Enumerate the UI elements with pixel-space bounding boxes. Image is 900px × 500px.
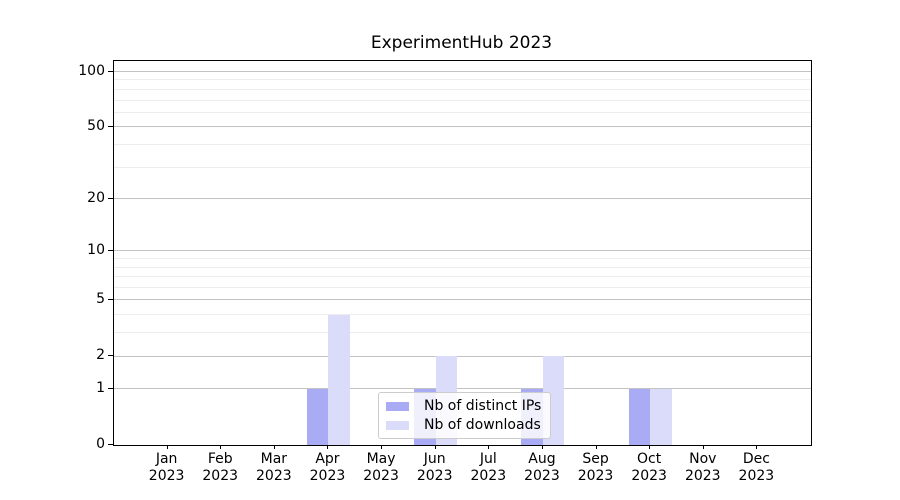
y-tick-label: 100 <box>78 62 105 79</box>
y-tick-label: 1 <box>96 379 105 396</box>
y-tick-mark <box>108 197 113 199</box>
y-tick-mark <box>108 70 113 72</box>
gridline-major <box>114 71 811 72</box>
gridline-minor <box>114 266 811 268</box>
x-tick-mark <box>166 445 168 449</box>
x-tick-label: Dec 2023 <box>738 451 775 484</box>
x-tick-label: Sep 2023 <box>577 451 614 484</box>
bar-downloads-apr <box>328 314 350 445</box>
gridline-minor <box>114 99 811 101</box>
y-tick-mark <box>108 125 113 127</box>
legend-swatch-downloads <box>386 420 409 430</box>
x-tick-mark <box>273 445 275 449</box>
y-tick-label: 5 <box>96 290 105 307</box>
gridline-major <box>114 388 811 390</box>
x-tick-label: Oct 2023 <box>631 451 667 484</box>
bar-downloads-oct <box>650 388 672 445</box>
gridline-minor <box>114 88 811 90</box>
x-tick-mark <box>220 445 222 449</box>
legend-item-downloads: Nb of downloads <box>386 416 541 434</box>
gridline-major <box>114 299 811 301</box>
y-tick-mark <box>108 249 113 251</box>
y-tick-label: 2 <box>96 347 105 364</box>
x-tick-label: Jul 2023 <box>470 451 507 484</box>
y-tick-label: 0 <box>96 436 105 452</box>
x-tick-mark <box>756 445 758 449</box>
x-tick-mark <box>434 445 436 449</box>
gridline-minor <box>114 143 811 145</box>
x-tick-mark <box>702 445 704 449</box>
y-tick-label: 50 <box>87 117 105 134</box>
gridline-major <box>114 198 811 200</box>
x-tick-label: Jan 2023 <box>148 451 185 484</box>
gridline-minor <box>114 166 811 168</box>
gridline-minor <box>114 258 811 260</box>
x-tick-mark <box>595 445 597 449</box>
x-tick-label: Aug 2023 <box>524 451 560 484</box>
legend-label-distinct-ips: Nb of distinct IPs <box>424 398 542 414</box>
gridline-major <box>114 126 811 128</box>
x-tick-label: Feb 2023 <box>202 451 239 484</box>
gridline-minor <box>114 276 811 278</box>
x-tick-label: Apr 2023 <box>309 451 346 484</box>
y-tick-label: 20 <box>87 189 105 206</box>
gridline-minor <box>114 287 811 289</box>
y-tick-mark <box>108 298 113 300</box>
bar-distinct-ips-oct <box>628 388 651 445</box>
x-tick-mark <box>488 445 490 449</box>
gridline-minor <box>114 332 811 334</box>
gridline-major <box>114 250 811 252</box>
legend-item-distinct-ips: Nb of distinct IPs <box>386 397 541 415</box>
bar-distinct-ips-apr <box>307 388 329 445</box>
legend-label-downloads: Nb of downloads <box>424 417 541 433</box>
y-tick-mark <box>108 355 113 357</box>
legend-swatch-distinct-ips <box>386 401 409 411</box>
legend: Nb of distinct IPs Nb of downloads <box>378 392 552 439</box>
y-tick-label: 10 <box>87 241 105 258</box>
gridline-minor <box>114 314 811 316</box>
y-tick-mark <box>108 387 113 389</box>
x-tick-mark <box>649 445 651 449</box>
gridline-major <box>114 355 811 357</box>
chart-title: ExperimentHub 2023 <box>370 33 553 53</box>
y-tick-mark <box>108 444 113 445</box>
x-tick-label: Jun 2023 <box>416 451 453 484</box>
x-tick-label: May 2023 <box>363 451 399 484</box>
x-tick-mark <box>541 445 543 449</box>
plot-area: Nb of distinct IPs Nb of downloads <box>113 60 812 446</box>
x-tick-label: Nov 2023 <box>684 451 721 484</box>
gridline-minor <box>114 111 811 113</box>
x-tick-mark <box>381 445 383 449</box>
x-tick-label: Mar 2023 <box>256 451 292 484</box>
gridline-minor <box>114 79 811 81</box>
x-tick-mark <box>327 445 329 449</box>
